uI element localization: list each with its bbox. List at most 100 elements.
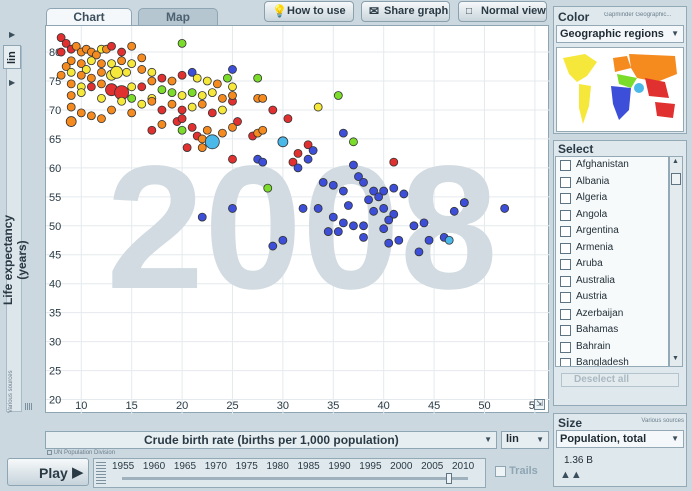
data-point[interactable] <box>424 235 434 245</box>
data-point[interactable] <box>233 117 242 126</box>
data-point[interactable] <box>359 177 368 187</box>
tab-chart[interactable]: Chart <box>46 8 132 26</box>
data-point[interactable] <box>137 82 147 92</box>
data-point[interactable] <box>86 82 96 92</box>
data-point[interactable] <box>338 186 348 196</box>
size-slider-icon[interactable]: ▲▲ <box>560 469 582 481</box>
x-axis-selector[interactable]: Crude birth rate (births per 1,000 popul… <box>45 431 497 449</box>
world-region-map[interactable] <box>556 47 684 132</box>
data-point[interactable] <box>177 38 187 48</box>
data-point[interactable] <box>56 33 66 42</box>
data-point[interactable] <box>66 91 76 100</box>
data-point[interactable] <box>384 215 394 225</box>
data-point[interactable] <box>157 73 167 83</box>
data-point[interactable] <box>117 47 126 57</box>
size-dropdown[interactable]: Population, total ▼ <box>556 430 684 448</box>
data-point[interactable] <box>414 247 424 257</box>
data-point[interactable] <box>268 241 278 251</box>
data-point[interactable] <box>86 73 96 83</box>
y-axis-label[interactable]: Life expectancy (years) <box>1 214 29 306</box>
share-graph-button[interactable]: ✉ Share graph <box>361 1 450 22</box>
data-point[interactable] <box>147 125 157 135</box>
country-item[interactable]: Azerbaijan <box>556 306 668 323</box>
data-point[interactable] <box>147 76 157 86</box>
data-point[interactable] <box>177 70 187 80</box>
data-point[interactable] <box>207 108 217 118</box>
deselect-all-button[interactable]: Deselect all <box>561 373 679 387</box>
how-to-use-button[interactable]: 💡 How to use <box>264 1 354 22</box>
data-point[interactable] <box>137 53 147 63</box>
data-point[interactable] <box>187 122 197 132</box>
data-point[interactable] <box>202 125 212 135</box>
country-item[interactable]: Argentina <box>556 223 668 240</box>
data-point[interactable] <box>303 154 313 164</box>
country-item[interactable]: Bangladesh <box>556 355 668 366</box>
data-point[interactable] <box>117 56 126 66</box>
data-point[interactable] <box>81 65 91 74</box>
country-checkbox[interactable] <box>560 259 571 270</box>
data-point[interactable] <box>384 238 394 248</box>
data-point[interactable] <box>258 157 268 167</box>
data-point[interactable] <box>268 105 278 115</box>
data-point[interactable] <box>228 82 237 92</box>
data-point[interactable] <box>147 96 157 106</box>
y-axis-arrow-icon[interactable]: ▶ <box>9 78 16 87</box>
y-axis-grip-icon[interactable] <box>25 403 32 410</box>
country-item[interactable]: Bahrain <box>556 339 668 356</box>
data-point[interactable] <box>258 93 268 103</box>
data-point[interactable] <box>157 120 167 129</box>
data-point[interactable] <box>212 79 222 89</box>
tab-map[interactable]: Map <box>138 8 218 26</box>
data-point[interactable] <box>277 136 289 148</box>
country-item[interactable]: Austria <box>556 289 668 306</box>
data-point[interactable] <box>444 235 454 245</box>
data-point[interactable] <box>318 177 328 187</box>
data-point[interactable] <box>313 204 323 213</box>
data-point[interactable] <box>449 206 459 216</box>
data-point[interactable] <box>333 227 343 236</box>
data-point[interactable] <box>177 91 187 100</box>
data-point[interactable] <box>167 99 177 109</box>
country-item[interactable]: Australia <box>556 273 668 290</box>
country-checkbox[interactable] <box>560 242 571 254</box>
data-point[interactable] <box>76 88 86 97</box>
country-checkbox[interactable] <box>560 292 571 303</box>
data-point[interactable] <box>56 47 66 57</box>
data-point[interactable] <box>117 96 126 106</box>
data-point[interactable] <box>333 91 343 100</box>
country-item[interactable]: Armenia <box>556 240 668 257</box>
data-point[interactable] <box>313 102 323 112</box>
data-point[interactable] <box>66 102 76 112</box>
data-point[interactable] <box>389 183 399 193</box>
data-point[interactable] <box>293 163 303 173</box>
data-point[interactable] <box>293 149 303 158</box>
data-point[interactable] <box>263 183 273 193</box>
data-point[interactable] <box>258 125 268 135</box>
data-point[interactable] <box>137 99 147 109</box>
data-point[interactable] <box>228 65 237 74</box>
data-point[interactable] <box>76 70 86 80</box>
data-point[interactable] <box>328 180 338 190</box>
country-checkbox[interactable] <box>560 358 571 366</box>
data-point[interactable] <box>217 105 227 115</box>
data-point[interactable] <box>217 93 227 103</box>
data-point[interactable] <box>389 157 399 167</box>
data-point[interactable] <box>288 157 298 167</box>
data-point[interactable] <box>192 73 202 83</box>
country-list-scrollbar[interactable]: ▲ ▼ <box>669 156 683 367</box>
data-point[interactable] <box>107 105 116 115</box>
data-point[interactable] <box>409 221 419 231</box>
timeline-slider[interactable]: 1955 1960 1965 1970 1975 1980 1985 1990 1995 2000… <box>93 458 486 488</box>
data-point[interactable] <box>177 114 187 124</box>
data-point[interactable] <box>197 212 207 222</box>
scroll-up-icon[interactable]: ▲ <box>672 158 679 165</box>
data-point[interactable] <box>137 65 147 74</box>
data-point[interactable] <box>308 146 318 155</box>
y-scale-selector[interactable]: lin <box>3 45 21 69</box>
data-point[interactable] <box>379 204 389 213</box>
data-point[interactable] <box>349 221 358 231</box>
country-checkbox[interactable] <box>560 341 571 353</box>
data-point[interactable] <box>364 195 373 205</box>
country-item[interactable]: Algeria <box>556 190 668 207</box>
trails-toggle[interactable]: Trails <box>495 465 538 477</box>
